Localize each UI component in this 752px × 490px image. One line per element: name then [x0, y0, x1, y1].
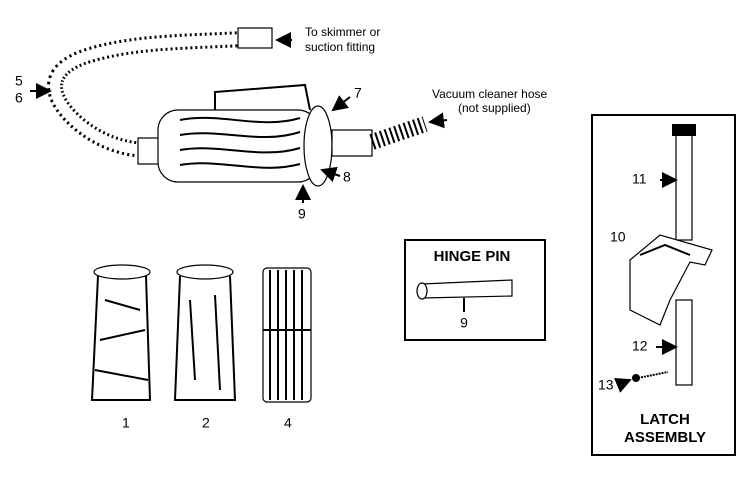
callout: 9 — [298, 206, 306, 222]
arrow — [428, 112, 448, 129]
hinge-pin-box: HINGE PIN 9 — [404, 239, 546, 341]
callout: 12 — [632, 338, 648, 354]
screw — [637, 371, 669, 379]
filter-label: 4 — [284, 415, 292, 431]
latch-title: LATCH — [640, 411, 690, 428]
arrow — [614, 378, 632, 393]
callout: 8 — [343, 169, 351, 185]
latch-plate — [675, 299, 693, 386]
callout: 6 — [15, 90, 23, 106]
arrow — [320, 166, 341, 183]
filter-label: 1 — [122, 415, 130, 431]
skimmer-note: suction fitting — [305, 40, 375, 54]
handle — [214, 83, 311, 120]
callout: 7 — [354, 85, 362, 101]
latch-strap — [675, 129, 693, 241]
skimmer-fitting — [237, 27, 273, 49]
callout: 10 — [610, 229, 626, 245]
callout: 11 — [632, 171, 647, 187]
latch-body — [629, 234, 713, 326]
filter-bag-1 — [90, 275, 152, 401]
filter-bag — [179, 116, 301, 169]
arrow — [331, 95, 351, 112]
callout: 13 — [598, 377, 614, 393]
hinge-pin — [421, 279, 513, 299]
latch-title: ASSEMBLY — [624, 429, 706, 446]
latch-assembly: 11 10 12 13 LATCH ASSEMBLY — [591, 114, 736, 456]
filters: 1 2 4 — [90, 264, 312, 431]
left-coupling — [137, 137, 161, 165]
callout: 5 — [15, 73, 23, 89]
hinge-pin-title: HINGE PIN — [434, 248, 511, 265]
callout: 9 — [460, 315, 468, 331]
filter-label: 2 — [202, 415, 210, 431]
main-assembly: To skimmer or suction fitting Vacuum cle… — [15, 25, 548, 222]
vacuum-hose — [369, 116, 428, 150]
hose-note: (not supplied) — [458, 101, 531, 115]
hose-note: Vacuum cleaner hose — [432, 87, 548, 101]
right-coupling — [331, 129, 373, 157]
filter-bag-2 — [173, 275, 237, 401]
lid — [303, 105, 333, 187]
skimmer-note: To skimmer or — [305, 25, 380, 39]
